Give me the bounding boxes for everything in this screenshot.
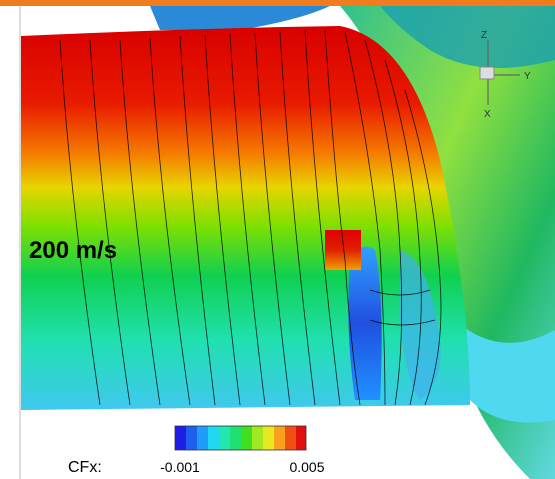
cylinder-body bbox=[21, 26, 470, 410]
streamlines bbox=[59, 29, 442, 406]
wake bbox=[348, 246, 382, 400]
colorbar-max: 0.005 bbox=[289, 459, 324, 475]
axis-x: X bbox=[484, 109, 491, 120]
axis-z: Z bbox=[481, 30, 487, 41]
tab bbox=[325, 230, 361, 270]
speed-label: 200 m/s bbox=[29, 237, 117, 264]
top-bar bbox=[0, 0, 555, 6]
upper-surface bbox=[150, 6, 330, 30]
axis-y: Y bbox=[524, 71, 531, 82]
axes-triad: Z Y X bbox=[479, 30, 531, 120]
colorbar bbox=[174, 425, 307, 451]
colorbar-title: CFx: bbox=[68, 459, 102, 476]
colorbar-min: -0.001 bbox=[160, 459, 200, 475]
fin-top bbox=[380, 6, 555, 68]
fin-lower bbox=[455, 320, 555, 423]
